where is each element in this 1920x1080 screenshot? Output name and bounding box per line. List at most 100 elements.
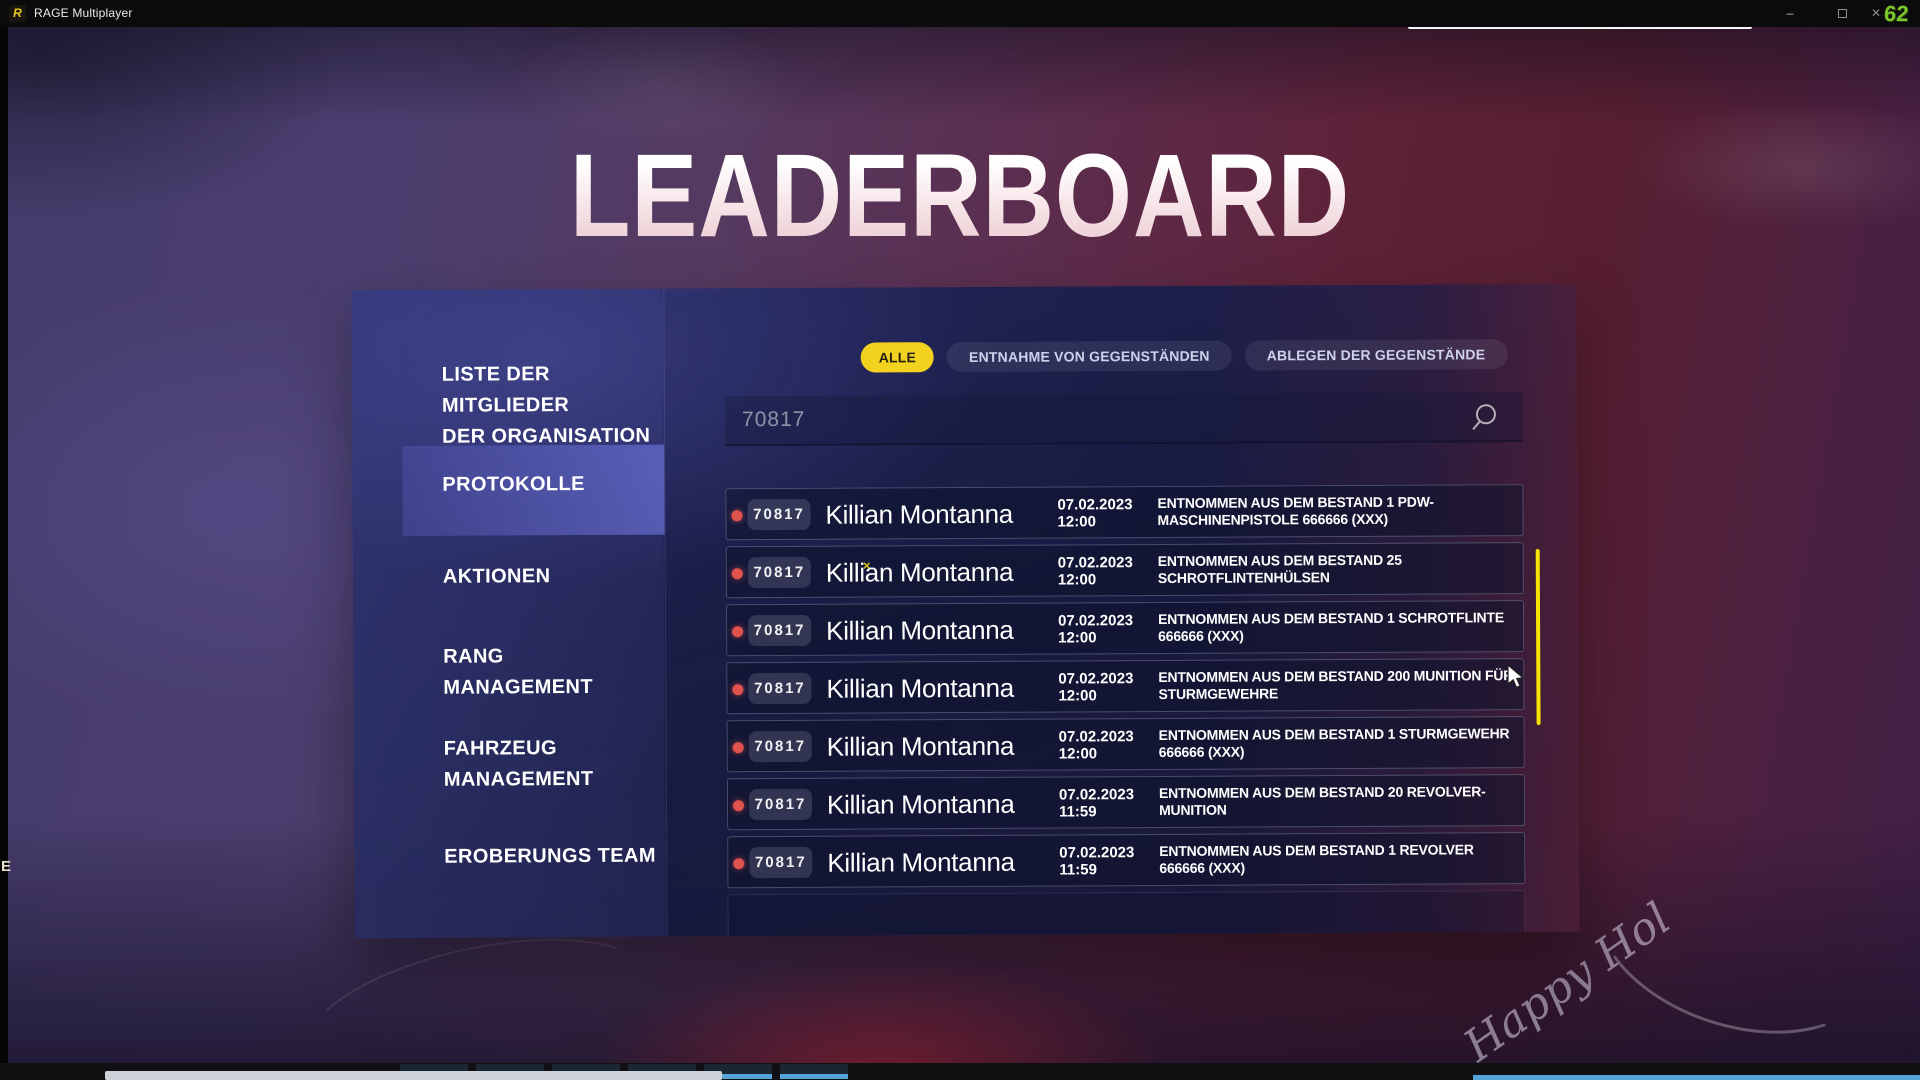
log-row[interactable]: 70817 Killian Montanna 07.02.2023 12:00 … <box>725 484 1524 541</box>
game-viewport: E Happy Hol LEADERBOARD LISTE DER MITGLI… <box>0 27 1920 1080</box>
scrollbar-thumb[interactable] <box>1535 548 1541 726</box>
window-title: RAGE Multiplayer <box>34 6 133 20</box>
log-row[interactable]: 70817 Killian Montanna 07.02.2023 11:59 … <box>726 774 1526 831</box>
status-dot-icon <box>732 684 744 696</box>
member-name: Killian Montanna <box>826 672 1014 704</box>
search-input[interactable] <box>724 392 1524 445</box>
taskbar-window-bar[interactable] <box>105 1071 722 1080</box>
member-name: Killian Montanna <box>825 498 1014 530</box>
status-dot-icon <box>731 510 743 522</box>
member-id-badge: 70817 <box>748 672 812 705</box>
status-dot-icon <box>731 568 743 580</box>
status-dot-icon <box>732 742 744 754</box>
log-date: 07.02.2023 <box>1057 554 1133 572</box>
sidebar-item-label: RANG <box>443 645 504 668</box>
member-id-badge: 70817 <box>747 556 811 589</box>
log-description: ENTNOMMEN AUS DEM BESTAND 200 MUNITION F… <box>1158 667 1514 702</box>
log-description: ENTNOMMEN AUS DEM BESTAND 1 STURMGEWEHR … <box>1158 725 1510 760</box>
log-date: 07.02.2023 <box>1059 844 1135 862</box>
member-name: Killian Montanna <box>827 846 1015 878</box>
log-row[interactable]: 70817 Killian Montanna 07.02.2023 12:00 … <box>726 658 1525 715</box>
sidebar-item-label: EROBERUNGS TEAM <box>444 844 656 868</box>
log-datetime: 07.02.2023 12:00 <box>1058 670 1153 704</box>
sidebar-item-label: MANAGEMENT <box>443 675 593 699</box>
log-row[interactable]: 70817 Killian Montanna 07.02.2023 12:00 … <box>725 542 1524 599</box>
log-datetime: 07.02.2023 11:59 <box>1059 844 1154 878</box>
log-date: 07.02.2023 <box>1058 670 1134 688</box>
sidebar-item-fahrzeug-management[interactable]: FAHRZEUG MANAGEMENT <box>444 732 684 795</box>
log-datetime: 07.02.2023 12:00 <box>1057 496 1152 530</box>
status-dot-icon <box>732 626 744 638</box>
member-id-badge: 70817 <box>747 498 811 531</box>
log-row[interactable]: 70817 Killian Montanna 07.02.2023 12:00 … <box>725 600 1525 657</box>
organisation-panel: LISTE DER MITGLIEDER DER ORGANISATION PR… <box>351 283 1580 939</box>
sidebar-item-label: DER ORGANISATION <box>442 424 651 448</box>
search-icon[interactable] <box>1469 402 1499 432</box>
sidebar-item-protokolle[interactable]: PROTOKOLLE <box>442 468 682 500</box>
letterbox-strip <box>0 27 8 1080</box>
member-id-badge: 70817 <box>748 730 812 763</box>
log-time: 12:00 <box>1057 571 1097 589</box>
member-id-badge: 70817 <box>748 614 812 647</box>
sidebar-item-label: FAHRZEUG <box>443 737 557 760</box>
maximize-icon <box>1837 9 1847 18</box>
sidebar-item-rang-management[interactable]: RANG MANAGEMENT <box>443 640 683 703</box>
log-date: 07.02.2023 <box>1058 728 1134 746</box>
taskbar-accent-line <box>1473 1075 1920 1080</box>
log-datetime: 07.02.2023 12:00 <box>1059 728 1154 762</box>
tab-entnahme[interactable]: ENTNAHME VON GEGENSTÄNDEN <box>946 340 1232 373</box>
mouse-cursor-icon <box>1507 664 1525 689</box>
member-name: Killian Montanna <box>825 556 1014 588</box>
member-id-badge: 70817 <box>748 788 813 821</box>
log-time: 12:00 <box>1058 745 1098 763</box>
log-time: 12:00 <box>1058 687 1097 705</box>
status-dot-icon <box>733 858 745 870</box>
log-row-partial[interactable] <box>727 890 1526 939</box>
log-date: 07.02.2023 <box>1058 612 1134 630</box>
sidebar-item-eroberungs-team[interactable]: EROBERUNGS TEAM <box>444 840 684 872</box>
taskbar <box>0 1063 1920 1080</box>
page-title: LEADERBOARD <box>154 128 1767 264</box>
window-titlebar: R RAGE Multiplayer – ✕ 62 <box>0 0 1920 27</box>
taskbar-window-preview[interactable] <box>780 1064 848 1079</box>
member-name: Killian Montanna <box>826 730 1015 762</box>
log-row[interactable]: 70817 Killian Montanna 07.02.2023 11:59 … <box>727 832 1526 889</box>
log-time: 12:00 <box>1057 513 1096 531</box>
log-row[interactable]: 70817 Killian Montanna 07.02.2023 12:00 … <box>726 716 1525 773</box>
fps-counter: 62 <box>1883 1 1910 26</box>
close-button[interactable]: ✕ <box>1870 6 1882 20</box>
log-date: 07.02.2023 <box>1057 496 1133 514</box>
member-id-badge: 70817 <box>749 846 813 879</box>
marker-x-icon: × <box>863 558 871 573</box>
log-description: ENTNOMMEN AUS DEM BESTAND 1 REVOLVER 666… <box>1159 841 1474 876</box>
tab-ablegen[interactable]: ABLEGEN DER GEGENSTÄNDE <box>1244 339 1508 371</box>
log-datetime: 07.02.2023 11:59 <box>1059 786 1154 820</box>
log-datetime: 07.02.2023 12:00 <box>1058 554 1153 588</box>
log-time: 12:00 <box>1058 629 1097 647</box>
sidebar-item-label: MANAGEMENT <box>443 767 594 791</box>
log-description: ENTNOMMEN AUS DEM BESTAND 25 SCHROTFLINT… <box>1157 551 1402 586</box>
maximize-button[interactable] <box>1822 0 1862 27</box>
log-time: 11:59 <box>1059 803 1097 821</box>
edge-hud-letter: E <box>1 858 12 875</box>
search-bar <box>724 392 1524 447</box>
log-list: 70817 Killian Montanna 07.02.2023 12:00 … <box>725 484 1526 936</box>
sidebar-item-label: PROTOKOLLE <box>442 472 585 496</box>
member-name: Killian Montanna <box>826 788 1015 820</box>
sidebar-item-aktionen[interactable]: AKTIONEN <box>443 560 683 592</box>
filter-tabs: ALLE ENTNAHME VON GEGENSTÄNDEN ABLEGEN D… <box>860 339 1508 373</box>
log-description: ENTNOMMEN AUS DEM BESTAND 1 PDW-MASCHINE… <box>1157 493 1434 528</box>
log-time: 11:59 <box>1059 861 1097 879</box>
status-dot-icon <box>732 800 745 812</box>
log-description: ENTNOMMEN AUS DEM BESTAND 1 SCHROTFLINTE… <box>1158 609 1504 644</box>
member-name: Killian Montanna <box>826 614 1014 646</box>
sidebar-item-mitgliederliste[interactable]: LISTE DER MITGLIEDER DER ORGANISATION <box>442 358 682 452</box>
log-datetime: 07.02.2023 12:00 <box>1058 612 1153 646</box>
log-date: 07.02.2023 <box>1058 786 1135 804</box>
tab-alle[interactable]: ALLE <box>860 342 935 373</box>
sidebar-item-label: AKTIONEN <box>442 565 551 588</box>
minimize-button[interactable]: – <box>1786 6 1794 20</box>
log-description: ENTNOMMEN AUS DEM BESTAND 20 REVOLVER-MU… <box>1158 783 1486 818</box>
sidebar-item-label: LISTE DER MITGLIEDER <box>441 363 570 417</box>
